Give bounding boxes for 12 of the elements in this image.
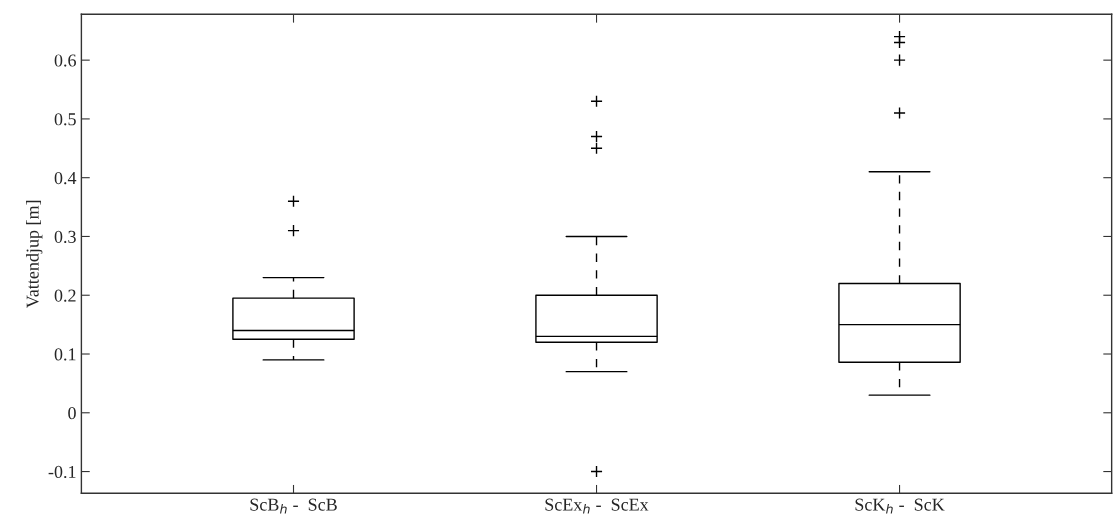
y-tick-label: 0.3: [54, 230, 76, 243]
x-tick-label: ScEx$_{h}$ - ScEx: [545, 498, 649, 514]
y-tick-label: 0.5: [54, 113, 76, 126]
y-tick-label: 0.2: [54, 289, 76, 302]
y-tick-label: 0.6: [54, 54, 76, 67]
y-tick-label: 0.1: [54, 348, 76, 361]
y-tick-label: 0.4: [54, 171, 77, 185]
x-tick-label: ScB$_{h}$ - ScB: [250, 498, 337, 514]
x-tick-label: ScK$_{h}$ - ScK: [855, 498, 945, 514]
y-axis-title: Vattendjup [m]: [26, 200, 43, 308]
y-tick-label: 0: [68, 407, 76, 420]
y-tick-label: -0.1: [48, 465, 76, 479]
